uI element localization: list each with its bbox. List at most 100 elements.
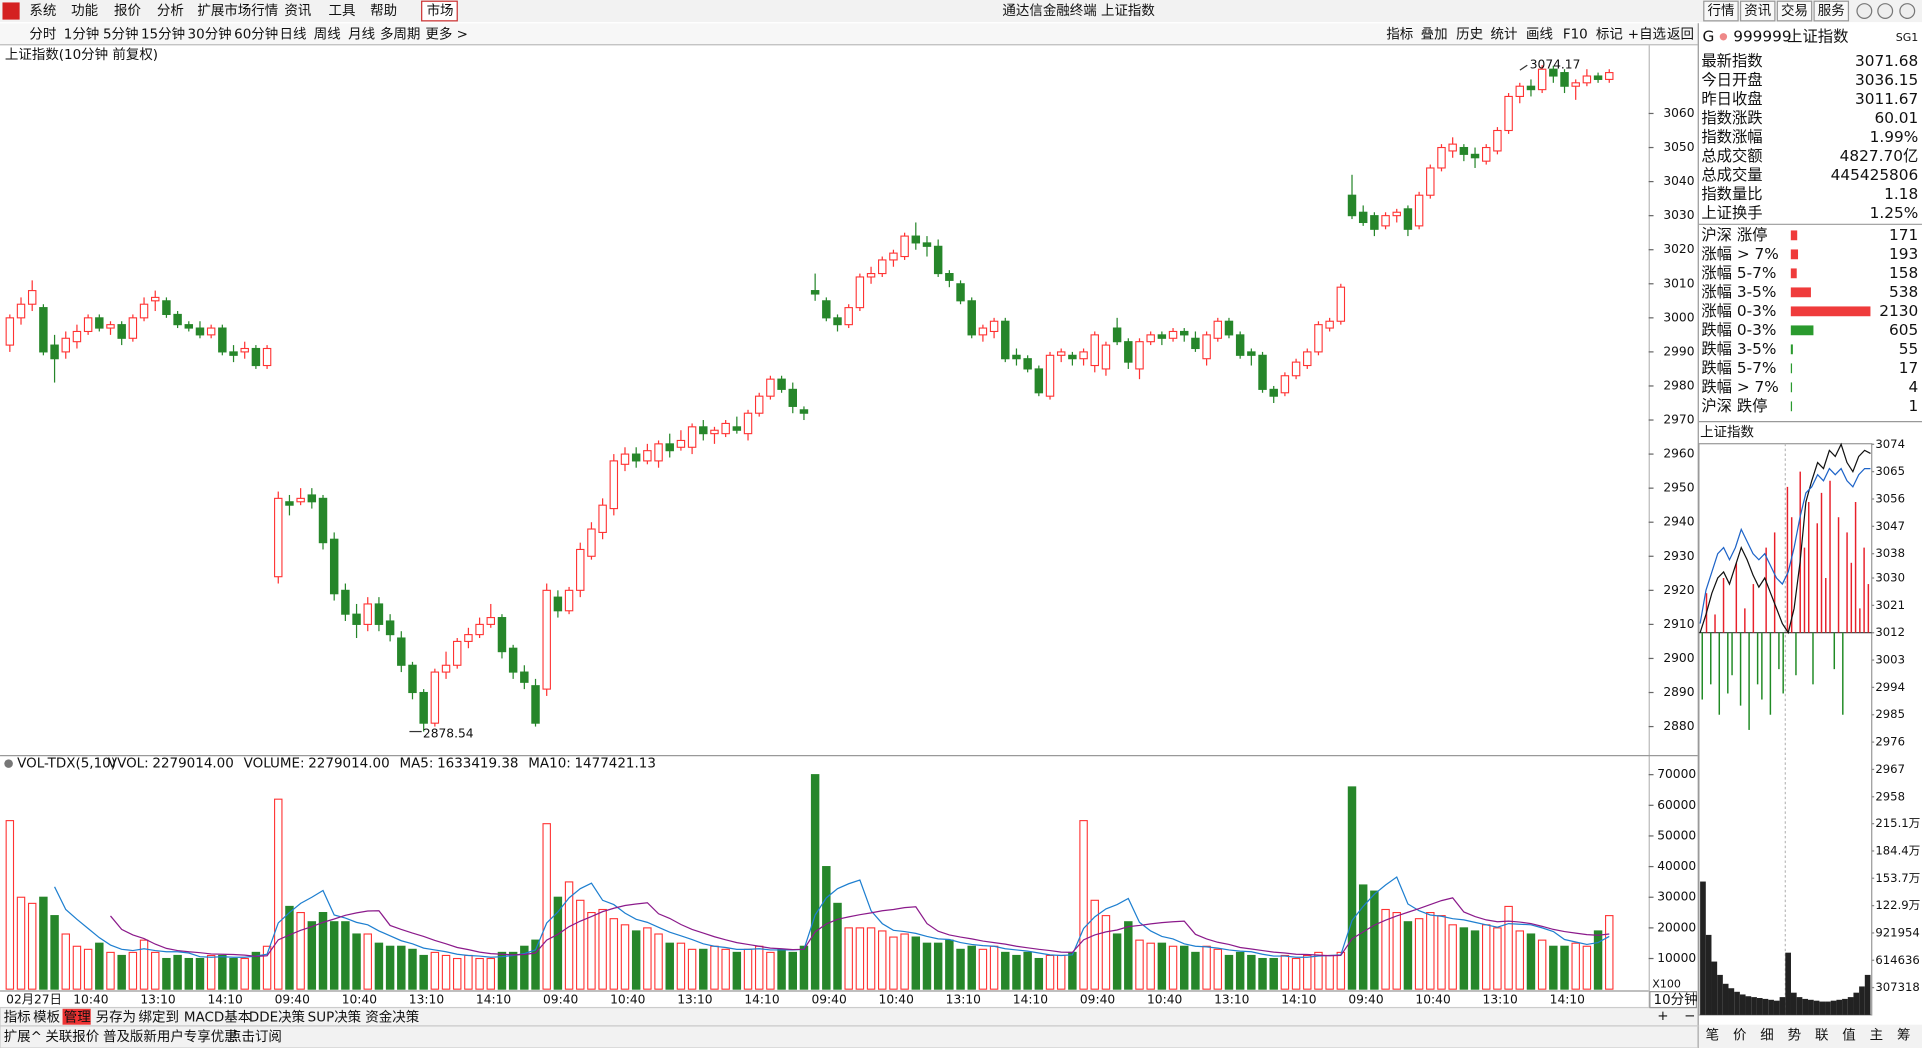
- side-tab[interactable]: 联: [1815, 1028, 1828, 1044]
- tool-button[interactable]: +自选: [1628, 26, 1666, 42]
- candle-body: [106, 324, 115, 329]
- status-item[interactable]: 普及版新用户专享优惠: [103, 1028, 238, 1045]
- volume-bar: [799, 945, 809, 990]
- menu-item[interactable]: 报价: [114, 3, 141, 19]
- period-tab[interactable]: 30分钟: [188, 25, 232, 42]
- y-tick-label: 3010: [1663, 276, 1694, 290]
- candle-body: [1157, 334, 1167, 339]
- period-tab[interactable]: 周线: [314, 26, 341, 42]
- status-item[interactable]: 扩展^: [4, 1029, 42, 1045]
- candle-body: [497, 617, 507, 653]
- indicator-name: VVOL:: [108, 756, 149, 772]
- tool-button[interactable]: 叠加: [1421, 26, 1448, 42]
- bottom-tab[interactable]: 另存为: [96, 1009, 136, 1025]
- top-tab[interactable]: 服务: [1818, 3, 1845, 19]
- volume-bar: [609, 918, 619, 990]
- side-tab[interactable]: 值: [1842, 1028, 1855, 1044]
- bottom-tab[interactable]: 绑定到: [139, 1009, 179, 1025]
- tool-button[interactable]: 标记: [1596, 26, 1623, 42]
- volume-bar: [374, 942, 384, 990]
- candle-body: [732, 426, 742, 431]
- status-item[interactable]: 点击订阅: [228, 1029, 282, 1045]
- x-tick-label: 13:10: [1483, 993, 1518, 1007]
- candle-body: [1537, 68, 1547, 91]
- candle-body: [1034, 368, 1044, 394]
- x-tick-label: 10:40: [1147, 993, 1182, 1007]
- tool-button[interactable]: 返回: [1667, 26, 1694, 42]
- zoom-in[interactable]: +: [1657, 1008, 1668, 1024]
- period-tab[interactable]: 多周期: [380, 25, 420, 42]
- x-tick-label: 14:10: [476, 993, 511, 1007]
- breadth-label: 跌幅 > 7%: [1701, 378, 1778, 396]
- bottom-tab[interactable]: MACD基本: [184, 1008, 251, 1025]
- breadth-label: 涨幅 5-7%: [1701, 264, 1776, 282]
- breadth-bar: [1790, 306, 1871, 317]
- top-tab[interactable]: 交易: [1781, 2, 1808, 19]
- bottom-tab[interactable]: 资金决策: [365, 1008, 419, 1025]
- volume-bar: [452, 957, 462, 990]
- breadth-bar: [1790, 230, 1798, 241]
- bottom-tab[interactable]: 管理: [64, 1009, 91, 1025]
- status-item[interactable]: 关联报价: [45, 1029, 99, 1045]
- active-menu[interactable]: 市场: [427, 2, 454, 19]
- volume-bar: [1751, 997, 1757, 1015]
- volume-bar: [1146, 942, 1155, 990]
- tool-button[interactable]: 指标: [1386, 26, 1413, 42]
- x-tick-label: 10:40: [73, 993, 108, 1007]
- period-tab[interactable]: 60分钟: [234, 25, 278, 42]
- tool-button[interactable]: 统计: [1491, 26, 1518, 42]
- menu-item[interactable]: 资讯: [284, 3, 311, 19]
- menu-item[interactable]: 功能: [71, 3, 98, 19]
- menu-item[interactable]: 分析: [157, 3, 184, 19]
- restore[interactable]: [1877, 3, 1894, 19]
- top-tab[interactable]: 行情: [1707, 3, 1734, 19]
- side-tab[interactable]: 笔: [1706, 1028, 1719, 1044]
- period-tab[interactable]: 1分钟: [64, 25, 100, 42]
- menu-item[interactable]: 系统: [29, 3, 56, 19]
- period-tab[interactable]: 日线: [279, 26, 306, 42]
- candle-body: [195, 327, 205, 336]
- bottom-tab[interactable]: 指标: [4, 1009, 31, 1025]
- side-tab[interactable]: 细: [1760, 1028, 1773, 1044]
- side-tab[interactable]: 筹: [1897, 1027, 1910, 1044]
- minimize[interactable]: [1856, 3, 1873, 19]
- bottom-tab[interactable]: SUP决策: [308, 1008, 362, 1025]
- volume-bar: [1235, 951, 1245, 990]
- candle-body: [1090, 334, 1099, 367]
- zoom-out[interactable]: −: [1684, 1008, 1695, 1024]
- top-tab[interactable]: 资讯: [1744, 3, 1771, 19]
- more-tab[interactable]: 更多 >: [425, 25, 468, 42]
- volume-bar: [240, 957, 249, 990]
- menu-bar: [0, 0, 1922, 23]
- quote-label: 指数涨跌: [1701, 109, 1762, 127]
- x-tick-label: 14:10: [207, 993, 242, 1007]
- side-tab[interactable]: 价: [1733, 1028, 1747, 1044]
- y-tick-label: 3060: [1663, 106, 1694, 120]
- close[interactable]: [1899, 3, 1916, 19]
- menu-item[interactable]: 帮助: [370, 3, 397, 19]
- menu-item[interactable]: 工具: [329, 3, 356, 19]
- y-tick-label: 2930: [1663, 549, 1694, 563]
- volume-bar: [1023, 951, 1032, 990]
- tool-button[interactable]: 历史: [1456, 26, 1483, 42]
- candle-body: [878, 259, 887, 275]
- volume-bar: [855, 927, 865, 990]
- y-tick-label: 3021: [1875, 598, 1905, 612]
- candle-body: [1582, 75, 1592, 84]
- side-tab[interactable]: 主: [1870, 1028, 1883, 1044]
- y-tick-label: 3074: [1875, 437, 1905, 451]
- quote-label: 今日开盘: [1701, 71, 1762, 89]
- y2-tick-label: 215.1万: [1875, 816, 1920, 830]
- period-tab[interactable]: 分时: [29, 26, 56, 42]
- menu-item[interactable]: 扩展市场行情: [197, 2, 278, 19]
- volume-bar: [1392, 912, 1401, 990]
- side-tab[interactable]: 势: [1788, 1028, 1801, 1044]
- period-tab[interactable]: 15分钟: [141, 25, 185, 42]
- tool-button[interactable]: 画线: [1526, 26, 1553, 42]
- breadth-label: 沪深 涨停: [1701, 226, 1767, 244]
- period-tab[interactable]: 月线: [348, 26, 375, 42]
- bottom-tab[interactable]: 模板: [33, 1009, 60, 1025]
- period-tab[interactable]: 5分钟: [103, 25, 139, 42]
- bottom-tab[interactable]: DDE决策: [249, 1008, 306, 1025]
- tool-button[interactable]: F10: [1563, 26, 1588, 42]
